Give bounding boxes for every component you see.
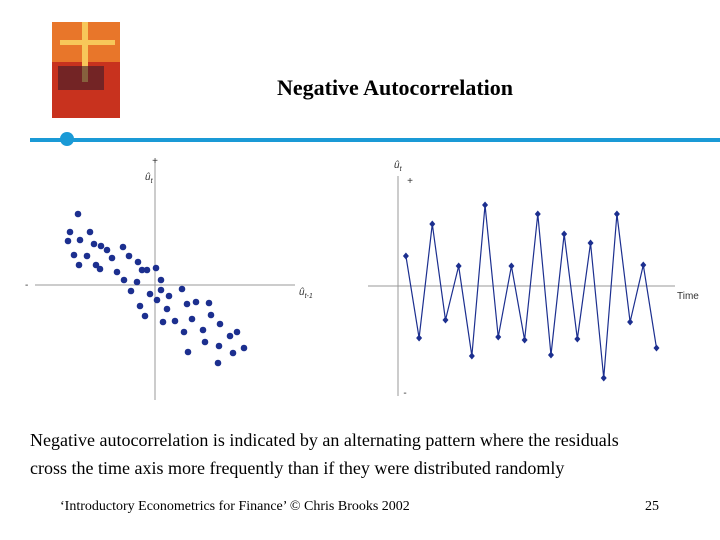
point — [468, 352, 475, 360]
point — [205, 299, 213, 307]
axis-sign: - — [403, 388, 406, 399]
point — [547, 351, 554, 359]
body-line: cross the time axis more frequently than… — [30, 458, 564, 478]
point — [508, 262, 515, 270]
point — [482, 201, 489, 209]
point — [97, 242, 105, 250]
point — [627, 318, 634, 326]
point — [188, 315, 196, 323]
point — [75, 261, 83, 269]
axis-label-main: û — [145, 172, 151, 183]
point — [229, 349, 237, 357]
point — [70, 251, 78, 259]
point — [180, 328, 188, 336]
body-line: Negative autocorrelation is indicated by… — [30, 430, 619, 450]
slide-title: Negative Autocorrelation — [277, 75, 513, 100]
point — [138, 266, 146, 274]
point — [152, 264, 160, 272]
point — [653, 344, 660, 352]
point — [534, 210, 541, 218]
point — [153, 296, 161, 304]
point — [442, 316, 449, 324]
point — [103, 246, 111, 254]
point — [134, 258, 142, 266]
point — [215, 342, 223, 350]
point — [141, 312, 149, 320]
point — [64, 237, 72, 245]
point — [613, 210, 620, 218]
point — [143, 266, 151, 274]
point — [113, 268, 121, 276]
point — [521, 336, 528, 344]
point — [76, 236, 84, 244]
point — [574, 335, 581, 343]
series-line — [405, 204, 658, 379]
point — [119, 243, 127, 251]
point — [74, 210, 82, 218]
point — [146, 290, 154, 298]
point — [226, 332, 234, 340]
axis-label: ût-1 — [299, 287, 313, 300]
point — [159, 318, 167, 326]
point — [216, 320, 224, 328]
divider-dot — [60, 132, 74, 146]
point — [178, 285, 186, 293]
point — [90, 240, 98, 248]
point — [416, 334, 423, 342]
x-axis-label: Time — [677, 291, 699, 302]
point — [233, 328, 241, 336]
axis-label: ût — [145, 172, 154, 185]
axis-label-main: û — [394, 160, 400, 171]
point — [83, 252, 91, 260]
point — [66, 228, 74, 236]
axis-label-main: û — [299, 287, 305, 298]
point — [587, 239, 594, 247]
point — [495, 333, 502, 341]
point — [201, 338, 209, 346]
point — [192, 298, 200, 306]
point — [125, 252, 133, 260]
footer: ‘Introductory Econometrics for Finance’ … — [60, 499, 410, 514]
axis-label: ût — [394, 160, 403, 173]
axis-sign: - — [25, 280, 28, 291]
axis-sign: + — [407, 176, 413, 187]
point — [183, 300, 191, 308]
axis-label-sub: t — [400, 166, 403, 173]
point — [136, 302, 144, 310]
point — [171, 317, 179, 325]
axis-label-sub: t-1 — [305, 293, 313, 300]
point — [86, 228, 94, 236]
book-cover — [52, 22, 120, 118]
point — [640, 261, 647, 269]
point — [207, 311, 215, 319]
point — [214, 359, 222, 367]
point — [240, 344, 248, 352]
axis-label-sub: t — [151, 178, 154, 185]
point — [133, 278, 141, 286]
point — [157, 276, 165, 284]
point — [184, 348, 192, 356]
page-number: 25 — [645, 499, 659, 514]
point — [429, 220, 436, 228]
point — [92, 261, 100, 269]
point — [561, 230, 568, 238]
point — [600, 374, 607, 382]
axis-sign: + — [152, 156, 158, 167]
point — [455, 262, 462, 270]
point — [402, 252, 409, 260]
point — [163, 305, 171, 313]
point — [108, 254, 116, 262]
point — [165, 292, 173, 300]
point — [157, 286, 165, 294]
point — [199, 326, 207, 334]
point — [127, 287, 135, 295]
point — [96, 265, 104, 273]
point — [120, 276, 128, 284]
